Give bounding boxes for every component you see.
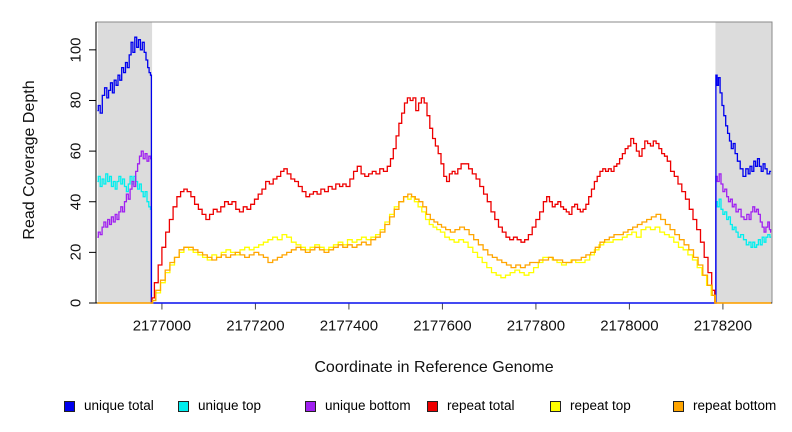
legend-label-unique-total: unique total — [84, 398, 154, 413]
legend-item-repeat-bottom: repeat bottom — [673, 398, 776, 414]
x-axis-label: Coordinate in Reference Genome — [314, 359, 554, 376]
legend-item-repeat-total: repeat total — [427, 398, 515, 414]
series-line-repeat-bottom — [97, 193, 772, 304]
legend-swatch-unique-top — [178, 400, 189, 412]
legend: unique total unique top unique bottom re… — [0, 398, 792, 418]
y-axis-label: Read Coverage Depth — [21, 80, 38, 240]
y-tick-label: 80 — [67, 92, 85, 109]
series-line-repeat-top — [97, 196, 772, 304]
legend-item-repeat-top: repeat top — [550, 398, 631, 414]
legend-swatch-repeat-top — [550, 400, 561, 412]
x-tick-label: 2178200 — [693, 317, 753, 335]
y-tick-label: 60 — [67, 142, 85, 160]
series-line-unique-top — [97, 173, 772, 304]
x-tick-label: 2177400 — [319, 317, 379, 335]
legend-swatch-unique-total — [64, 400, 75, 412]
legend-item-unique-bottom: unique bottom — [305, 398, 411, 414]
legend-swatch-repeat-total — [427, 400, 438, 412]
y-tick-label: 0 — [67, 298, 85, 308]
y-tick-label: 20 — [67, 244, 85, 261]
y-tick-label: 40 — [67, 193, 85, 211]
x-tick-label: 2177000 — [132, 317, 192, 335]
y-tick-label: 100 — [67, 37, 85, 63]
legend-label-unique-top: unique top — [198, 398, 262, 413]
legend-label-repeat-total: repeat total — [447, 398, 515, 413]
x-tick-label: 2177600 — [413, 317, 472, 335]
right-gray-region — [715, 22, 772, 303]
series-line-unique-total — [97, 36, 772, 304]
legend-label-repeat-top: repeat top — [570, 398, 631, 413]
x-tick-label: 2177200 — [226, 317, 285, 335]
x-tick-label: 2177800 — [506, 317, 566, 335]
series-line-repeat-total — [97, 97, 772, 304]
legend-label-repeat-bottom: repeat bottom — [693, 398, 777, 413]
legend-swatch-repeat-bottom — [673, 400, 684, 412]
legend-item-unique-top: unique top — [178, 398, 261, 414]
legend-swatch-unique-bottom — [305, 400, 316, 412]
x-tick-label: 2178000 — [600, 317, 659, 335]
legend-item-unique-total: unique total — [64, 398, 154, 414]
legend-label-unique-bottom: unique bottom — [325, 398, 411, 413]
